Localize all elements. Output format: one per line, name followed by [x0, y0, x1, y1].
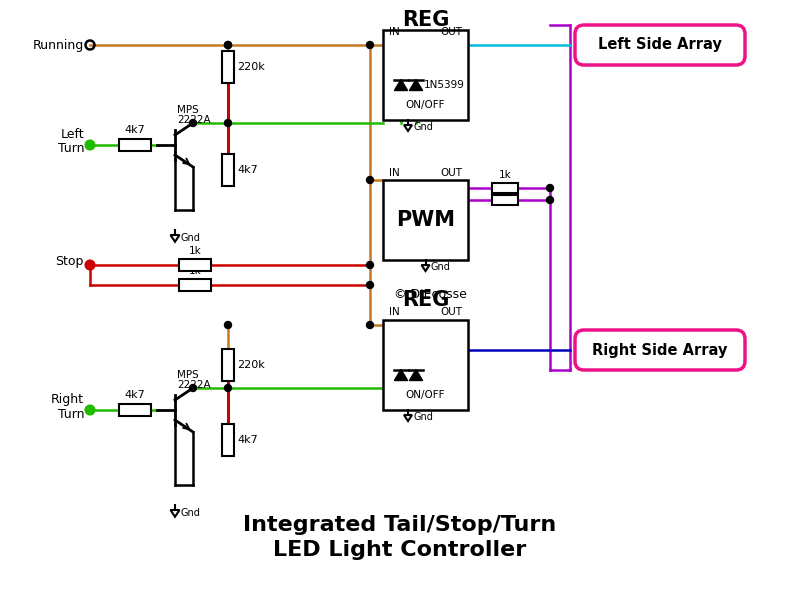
Bar — [119, 404, 151, 416]
Text: OUT: OUT — [440, 307, 462, 317]
Text: 1k: 1k — [498, 170, 511, 180]
Text: 1N5399: 1N5399 — [424, 80, 465, 90]
Text: 220k: 220k — [237, 360, 265, 370]
Text: 1k: 1k — [498, 182, 511, 192]
Circle shape — [366, 281, 374, 289]
Text: Turn: Turn — [58, 142, 84, 155]
Text: MPS: MPS — [177, 105, 198, 115]
Text: 4k7: 4k7 — [237, 165, 258, 175]
Text: 2222A: 2222A — [177, 380, 210, 390]
Circle shape — [225, 119, 231, 127]
Text: ON/OFF: ON/OFF — [406, 390, 446, 400]
Text: 4k7: 4k7 — [125, 390, 146, 400]
Circle shape — [86, 140, 94, 149]
Text: Running: Running — [33, 38, 84, 52]
Text: IN: IN — [389, 27, 400, 37]
Bar — [492, 195, 518, 205]
Bar — [222, 154, 234, 186]
Circle shape — [546, 196, 554, 203]
Polygon shape — [410, 79, 422, 91]
Text: Right Side Array: Right Side Array — [592, 343, 728, 358]
Bar — [179, 259, 211, 271]
Polygon shape — [394, 79, 408, 91]
Text: Gnd: Gnd — [181, 508, 200, 518]
Text: ON/OFF: ON/OFF — [406, 100, 446, 110]
Circle shape — [86, 262, 94, 269]
Text: IN: IN — [389, 168, 400, 178]
Text: 4k7: 4k7 — [237, 435, 258, 445]
Text: OUT: OUT — [440, 27, 462, 37]
Bar — [383, 320, 468, 410]
Text: PWM: PWM — [396, 210, 455, 230]
Circle shape — [86, 260, 94, 269]
Text: 1k: 1k — [189, 246, 202, 256]
Text: 2222A: 2222A — [177, 115, 210, 125]
Text: Gnd: Gnd — [413, 122, 433, 133]
Text: © D'Ecosse: © D'Ecosse — [394, 289, 466, 301]
Polygon shape — [410, 370, 422, 380]
Text: LED Light Controller: LED Light Controller — [274, 540, 526, 560]
Text: REG: REG — [402, 290, 449, 310]
Text: 220k: 220k — [237, 62, 265, 72]
Text: Integrated Tail/Stop/Turn: Integrated Tail/Stop/Turn — [243, 515, 557, 535]
Circle shape — [225, 41, 231, 49]
Circle shape — [366, 262, 374, 269]
Circle shape — [225, 41, 231, 49]
Bar — [119, 139, 151, 151]
Circle shape — [190, 119, 197, 127]
Circle shape — [190, 385, 197, 391]
Text: IN: IN — [389, 307, 400, 317]
Text: Stop: Stop — [56, 256, 84, 269]
Text: 4k7: 4k7 — [125, 125, 146, 135]
Bar — [383, 30, 468, 120]
Bar — [383, 180, 468, 260]
Text: 1k: 1k — [189, 266, 202, 276]
Text: MPS: MPS — [177, 370, 198, 380]
Polygon shape — [394, 370, 408, 380]
Circle shape — [366, 322, 374, 329]
Circle shape — [225, 322, 231, 329]
Circle shape — [366, 41, 374, 49]
Text: Turn: Turn — [58, 407, 84, 421]
Text: Left: Left — [60, 128, 84, 142]
Text: Gnd: Gnd — [413, 412, 433, 422]
Bar — [492, 183, 518, 193]
Text: REG: REG — [402, 10, 449, 30]
Text: OUT: OUT — [440, 168, 462, 178]
Bar — [222, 51, 234, 83]
Bar — [222, 424, 234, 456]
Circle shape — [225, 385, 231, 391]
Circle shape — [546, 185, 554, 191]
Bar — [179, 279, 211, 291]
Circle shape — [366, 176, 374, 184]
Circle shape — [86, 406, 94, 415]
Text: Right: Right — [51, 394, 84, 407]
FancyBboxPatch shape — [575, 330, 745, 370]
FancyBboxPatch shape — [575, 25, 745, 65]
Text: Gnd: Gnd — [181, 233, 200, 242]
Text: Gnd: Gnd — [430, 262, 450, 272]
Bar — [222, 349, 234, 381]
Text: Left Side Array: Left Side Array — [598, 37, 722, 52]
